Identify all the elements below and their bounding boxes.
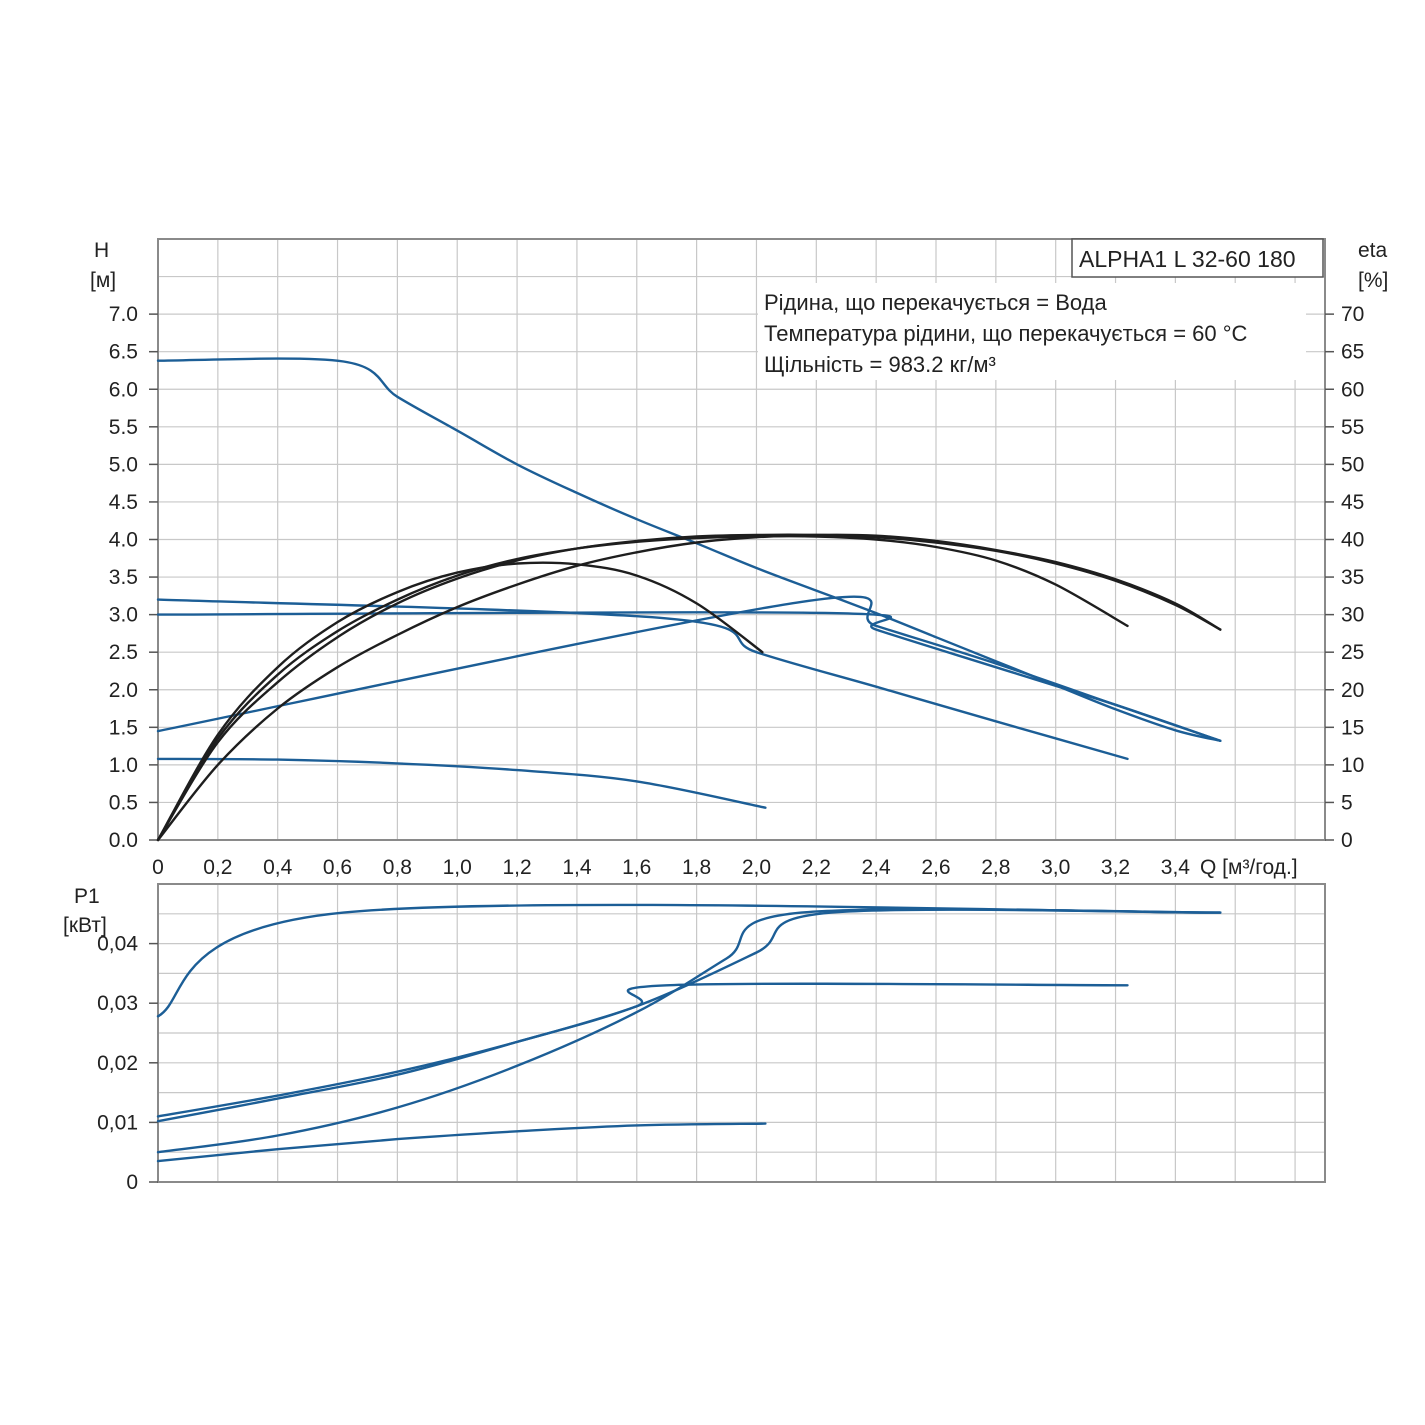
y-tick-label: 1.0 xyxy=(109,754,138,777)
info-fluid: Рідина, що перекачується = Вода xyxy=(764,290,1107,315)
eta-max-curve xyxy=(156,533,1222,842)
y2-tick-label: 15 xyxy=(1341,716,1364,739)
y-tick-label: 6.5 xyxy=(109,341,138,364)
x-tick-label: 2,8 xyxy=(981,856,1010,879)
x-tick-label: 0,6 xyxy=(323,856,352,879)
eta-constant-pressure-curve xyxy=(156,535,1129,842)
p1-min-curve xyxy=(156,1122,767,1163)
chart-title: ALPHA1 L 32-60 180 xyxy=(1079,246,1296,272)
y2-tick-label: 70 xyxy=(1341,303,1364,326)
x-tick-label: 1,6 xyxy=(622,856,651,879)
x-tick-label: 3,4 xyxy=(1161,856,1191,879)
eta-proportional-pressure-curve xyxy=(156,533,1222,842)
y2-tick-label: 0 xyxy=(1341,829,1353,852)
head-chart-curves xyxy=(156,357,1222,842)
y2-tick-label: 60 xyxy=(1341,378,1364,401)
y-tick-label: 5.0 xyxy=(109,453,138,476)
h-constant-pressure-curve xyxy=(156,598,1129,761)
y-tick-label: 6.0 xyxy=(109,378,138,401)
y-tick-label: 7.0 xyxy=(109,303,138,326)
y-axis-unit: [м] xyxy=(90,269,116,292)
y-tick-label: 2.0 xyxy=(109,679,138,702)
x-tick-label: 1,2 xyxy=(502,856,531,879)
y-tick-label: 4.5 xyxy=(109,491,138,514)
y-tick-label: 2.5 xyxy=(109,641,138,664)
x-tick-label: 2,4 xyxy=(862,856,892,879)
y2-tick-label: 65 xyxy=(1341,341,1364,364)
power-y-tick-label: 0,02 xyxy=(97,1052,138,1075)
x-tick-label: 1,4 xyxy=(562,856,592,879)
x-tick-label: 2,2 xyxy=(802,856,831,879)
eta-min-curve xyxy=(156,561,764,842)
y2-tick-label: 40 xyxy=(1341,529,1364,552)
p1-constant-curve-curve xyxy=(156,908,1222,1123)
info-temperature: Температура рідини, що перекачується = 6… xyxy=(764,321,1248,346)
power-y-tick-label: 0,03 xyxy=(97,992,138,1015)
y2-tick-label: 10 xyxy=(1341,754,1364,777)
y2-tick-label: 55 xyxy=(1341,416,1364,439)
title-box xyxy=(1071,238,1324,278)
power-chart-ticks: 0 0,01 0,02 0,03 0,04 xyxy=(97,933,158,1194)
y-tick-label: 0.5 xyxy=(109,791,138,814)
y2-axis-unit: [%] xyxy=(1358,269,1388,292)
y2-tick-label: 35 xyxy=(1341,566,1364,589)
y2-tick-label: 5 xyxy=(1341,791,1353,814)
x-tick-label: 0,2 xyxy=(203,856,232,879)
p1-proportional-pressure-curve xyxy=(156,908,1222,1154)
y2-tick-label: 25 xyxy=(1341,641,1364,664)
power-y-axis-label: P1 xyxy=(74,885,100,908)
h-max-curve xyxy=(156,357,1222,742)
head-chart-ticks: 0.0 0.5 1.0 1.5 2.0 2.5 3.0 3.5 4.0 4.5 5.0 5.5 6.0 6… xyxy=(109,303,1365,879)
y-tick-label: 1.5 xyxy=(109,716,138,739)
x-tick-label: 2,6 xyxy=(921,856,950,879)
x-tick-label: 0,8 xyxy=(383,856,412,879)
x-tick-label: 3,2 xyxy=(1101,856,1130,879)
y2-tick-label: 50 xyxy=(1341,453,1364,476)
y-tick-label: 4.0 xyxy=(109,529,138,552)
y2-axis-label: eta xyxy=(1358,239,1388,262)
x-tick-label: 3,0 xyxy=(1041,856,1070,879)
power-chart-curves xyxy=(156,903,1222,1163)
x-tick-label: 1,8 xyxy=(682,856,711,879)
y-tick-label: 0.0 xyxy=(109,829,138,852)
x-tick-label: 0 xyxy=(152,856,164,879)
y-axis-label: H xyxy=(94,239,109,262)
info-density: Щільність = 983.2 кг/м³ xyxy=(764,352,996,377)
power-y-axis-unit: [кВт] xyxy=(63,914,107,937)
y2-tick-label: 20 xyxy=(1341,679,1364,702)
info-background xyxy=(758,283,1306,380)
x-tick-label: 2,0 xyxy=(742,856,771,879)
h-min-curve xyxy=(156,757,767,809)
power-chart-grid xyxy=(158,884,1325,1182)
y-tick-label: 5.5 xyxy=(109,416,138,439)
power-y-tick-label: 0,01 xyxy=(97,1111,138,1134)
y2-tick-label: 45 xyxy=(1341,491,1364,514)
x-tick-label: 1,0 xyxy=(443,856,472,879)
x-axis-label: Q [м³/год.] xyxy=(1200,856,1298,879)
p1-max-curve xyxy=(156,903,1222,1018)
y-tick-label: 3.5 xyxy=(109,566,138,589)
h-proportional-pressure-curve xyxy=(156,595,1222,742)
y2-tick-label: 30 xyxy=(1341,604,1364,627)
power-y-tick-label: 0,04 xyxy=(97,933,138,956)
y-tick-label: 3.0 xyxy=(109,604,138,627)
power-y-tick-label: 0 xyxy=(126,1171,138,1194)
h-constant-curve-curve xyxy=(156,611,1222,742)
power-chart-frame xyxy=(157,883,1326,1183)
x-tick-label: 0,4 xyxy=(263,856,293,879)
